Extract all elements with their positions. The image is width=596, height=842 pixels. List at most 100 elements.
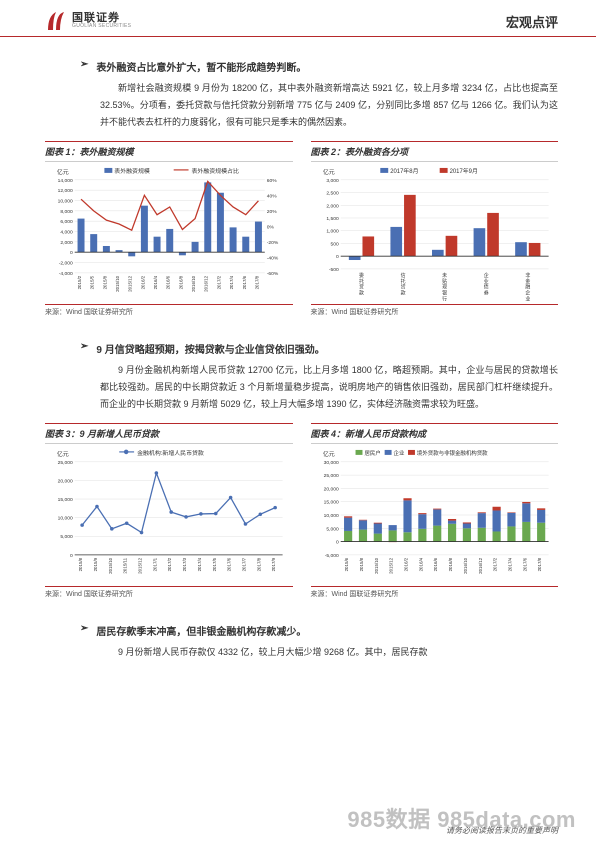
section1-heading: ➢ 表外融资占比意外扩大，暂不能形成趋势判断。 — [80, 59, 558, 74]
svg-text:0: 0 — [335, 540, 338, 546]
svg-text:款: 款 — [359, 290, 364, 297]
svg-text:托: 托 — [400, 278, 405, 285]
svg-text:1,000: 1,000 — [326, 229, 339, 235]
svg-text:2017年8月: 2017年8月 — [390, 167, 418, 175]
svg-text:金: 金 — [525, 278, 530, 285]
svg-text:5,000: 5,000 — [60, 534, 73, 540]
chart2-svg: 亿元2017年8月2017年9月-50005001,0001,5002,0002… — [311, 162, 558, 301]
svg-text:0%: 0% — [267, 225, 275, 231]
svg-text:表外融资规模占比: 表外融资规模占比 — [192, 167, 239, 175]
chart1-svg: 亿元表外融资规模表外融资规模占比-4,000-2,00002,0004,0006… — [45, 162, 292, 301]
svg-text:0: 0 — [70, 553, 73, 559]
svg-text:10,000: 10,000 — [58, 516, 73, 522]
svg-text:贷: 贷 — [400, 284, 405, 291]
svg-text:居民户: 居民户 — [364, 449, 380, 457]
svg-text:20%: 20% — [267, 209, 277, 215]
svg-text:2015/12: 2015/12 — [388, 557, 393, 574]
chart1-title: 图表 1：表外融资规模 — [45, 141, 293, 162]
svg-text:30,000: 30,000 — [323, 460, 338, 466]
svg-text:2015/8: 2015/8 — [102, 276, 107, 290]
svg-text:10,000: 10,000 — [58, 199, 73, 205]
svg-text:2017/4: 2017/4 — [507, 557, 512, 571]
svg-text:2016/12: 2016/12 — [477, 557, 482, 574]
svg-text:1,500: 1,500 — [326, 216, 339, 222]
svg-text:60%: 60% — [267, 178, 277, 184]
svg-text:金融机构:新增人民币贷款: 金融机构:新增人民币贷款 — [137, 449, 204, 457]
svg-text:14,000: 14,000 — [58, 178, 73, 184]
section3-paragraph: 9 月份新增人民币存款仅 4332 亿，较上月大幅少增 9268 亿。其中，居民… — [100, 644, 558, 661]
svg-text:2017/6: 2017/6 — [227, 557, 232, 571]
svg-text:-500: -500 — [328, 267, 338, 273]
company-logo: 国联证券 GUOLIAN SECURITIES — [45, 10, 131, 32]
svg-text:0: 0 — [70, 250, 73, 256]
chart2-container: 图表 2：表外融资各分项 亿元2017年8月2017年9月-50005001,0… — [311, 141, 559, 317]
svg-text:8,000: 8,000 — [60, 209, 73, 215]
chart4-container: 图表 4：新增人民币贷款构成 亿元居民户企业境外贷款与非银金融机构贷款-5,00… — [311, 423, 559, 599]
chart2-source: 来源：Wind 国联证券研究所 — [311, 304, 559, 317]
section3-heading: ➢ 居民存款季末冲高，但非银金融机构存款减少。 — [80, 623, 558, 638]
chart3-container: 图表 3：9 月新增人民币贷款 亿元金融机构:新增人民币贷款05,00010,0… — [45, 423, 293, 599]
chart1-source: 来源：Wind 国联证券研究所 — [45, 304, 293, 317]
svg-text:25,000: 25,000 — [323, 473, 338, 479]
svg-text:2015/9: 2015/9 — [93, 557, 98, 571]
svg-text:2015/5: 2015/5 — [90, 276, 95, 290]
svg-text:2016/2: 2016/2 — [403, 557, 408, 571]
svg-text:2017/6: 2017/6 — [242, 276, 247, 290]
svg-text:0: 0 — [335, 254, 338, 260]
svg-text:企: 企 — [483, 272, 488, 279]
svg-text:6,000: 6,000 — [60, 219, 73, 225]
svg-text:2015/12: 2015/12 — [128, 276, 133, 293]
section2-paragraph: 9 月份金融机构新增人民币贷款 12700 亿元，比上月多增 1800 亿，略超… — [100, 362, 558, 413]
svg-text:5,000: 5,000 — [326, 526, 339, 532]
charts-row-1: 图表 1：表外融资规模 亿元表外融资规模表外融资规模占比-4,000-2,000… — [0, 141, 596, 317]
svg-text:信: 信 — [400, 272, 405, 279]
svg-text:2017/7: 2017/7 — [241, 557, 246, 571]
svg-text:2015/8: 2015/8 — [78, 557, 83, 571]
svg-text:2016/12: 2016/12 — [204, 276, 209, 293]
svg-text:2016/4: 2016/4 — [418, 557, 423, 571]
svg-text:2,000: 2,000 — [60, 240, 73, 246]
svg-text:2016/6: 2016/6 — [166, 276, 171, 290]
svg-text:非: 非 — [525, 272, 530, 279]
bullet-arrow-icon: ➢ — [80, 341, 88, 352]
svg-text:2017/6: 2017/6 — [522, 557, 527, 571]
svg-text:15,000: 15,000 — [323, 500, 338, 506]
section1-heading-text: 表外融资占比意外扩大，暂不能形成趋势判断。 — [96, 59, 306, 74]
svg-text:2017/8: 2017/8 — [537, 557, 542, 571]
svg-text:2016/10: 2016/10 — [191, 276, 196, 293]
svg-text:2016/8: 2016/8 — [178, 276, 183, 290]
svg-text:款: 款 — [400, 290, 405, 297]
section1-paragraph: 新增社会融资规模 9 月份为 18200 亿，其中表外融资新增高达 5921 亿… — [100, 80, 558, 131]
svg-text:贷: 贷 — [359, 284, 364, 291]
svg-text:2015/8: 2015/8 — [358, 557, 363, 571]
svg-text:2017/3: 2017/3 — [182, 557, 187, 571]
svg-text:2016/10: 2016/10 — [462, 557, 467, 574]
section2-heading: ➢ 9 月信贷略超预期，按揭贷款与企业信贷依旧强劲。 — [80, 341, 558, 356]
chart2-title: 图表 2：表外融资各分项 — [311, 141, 559, 162]
svg-text:券: 券 — [483, 290, 488, 297]
section3-heading-text: 居民存款季末冲高，但非银金融机构存款减少。 — [96, 623, 306, 638]
page-header: 国联证券 GUOLIAN SECURITIES 宏观点评 — [0, 0, 596, 37]
svg-text:2017年9月: 2017年9月 — [449, 167, 477, 175]
chart4-source: 来源：Wind 国联证券研究所 — [311, 586, 559, 599]
chart4-svg: 亿元居民户企业境外贷款与非银金融机构贷款-5,00005,00010,00015… — [311, 444, 558, 583]
svg-text:2017/2: 2017/2 — [216, 276, 221, 290]
svg-text:业: 业 — [483, 278, 488, 285]
svg-text:托: 托 — [359, 278, 364, 285]
svg-text:-2,000: -2,000 — [59, 261, 73, 267]
svg-text:2017/4: 2017/4 — [229, 276, 234, 290]
svg-text:2016/2: 2016/2 — [140, 276, 145, 290]
svg-text:-5,000: -5,000 — [324, 553, 338, 559]
svg-text:15,000: 15,000 — [58, 497, 73, 503]
svg-text:银: 银 — [442, 290, 447, 297]
svg-text:2017/8: 2017/8 — [256, 557, 261, 571]
chart3-svg: 亿元金融机构:新增人民币贷款05,00010,00015,00020,00025… — [45, 444, 292, 583]
chart1-container: 图表 1：表外融资规模 亿元表外融资规模表外融资规模占比-4,000-2,000… — [45, 141, 293, 317]
bullet-arrow-icon: ➢ — [80, 59, 88, 70]
chart3-source: 来源：Wind 国联证券研究所 — [45, 586, 293, 599]
svg-text:2016/8: 2016/8 — [448, 557, 453, 571]
svg-text:贴: 贴 — [442, 278, 447, 285]
charts-row-2: 图表 3：9 月新增人民币贷款 亿元金融机构:新增人民币贷款05,00010,0… — [0, 423, 596, 599]
svg-text:亿元: 亿元 — [57, 168, 69, 176]
svg-text:2015/10: 2015/10 — [108, 557, 113, 574]
